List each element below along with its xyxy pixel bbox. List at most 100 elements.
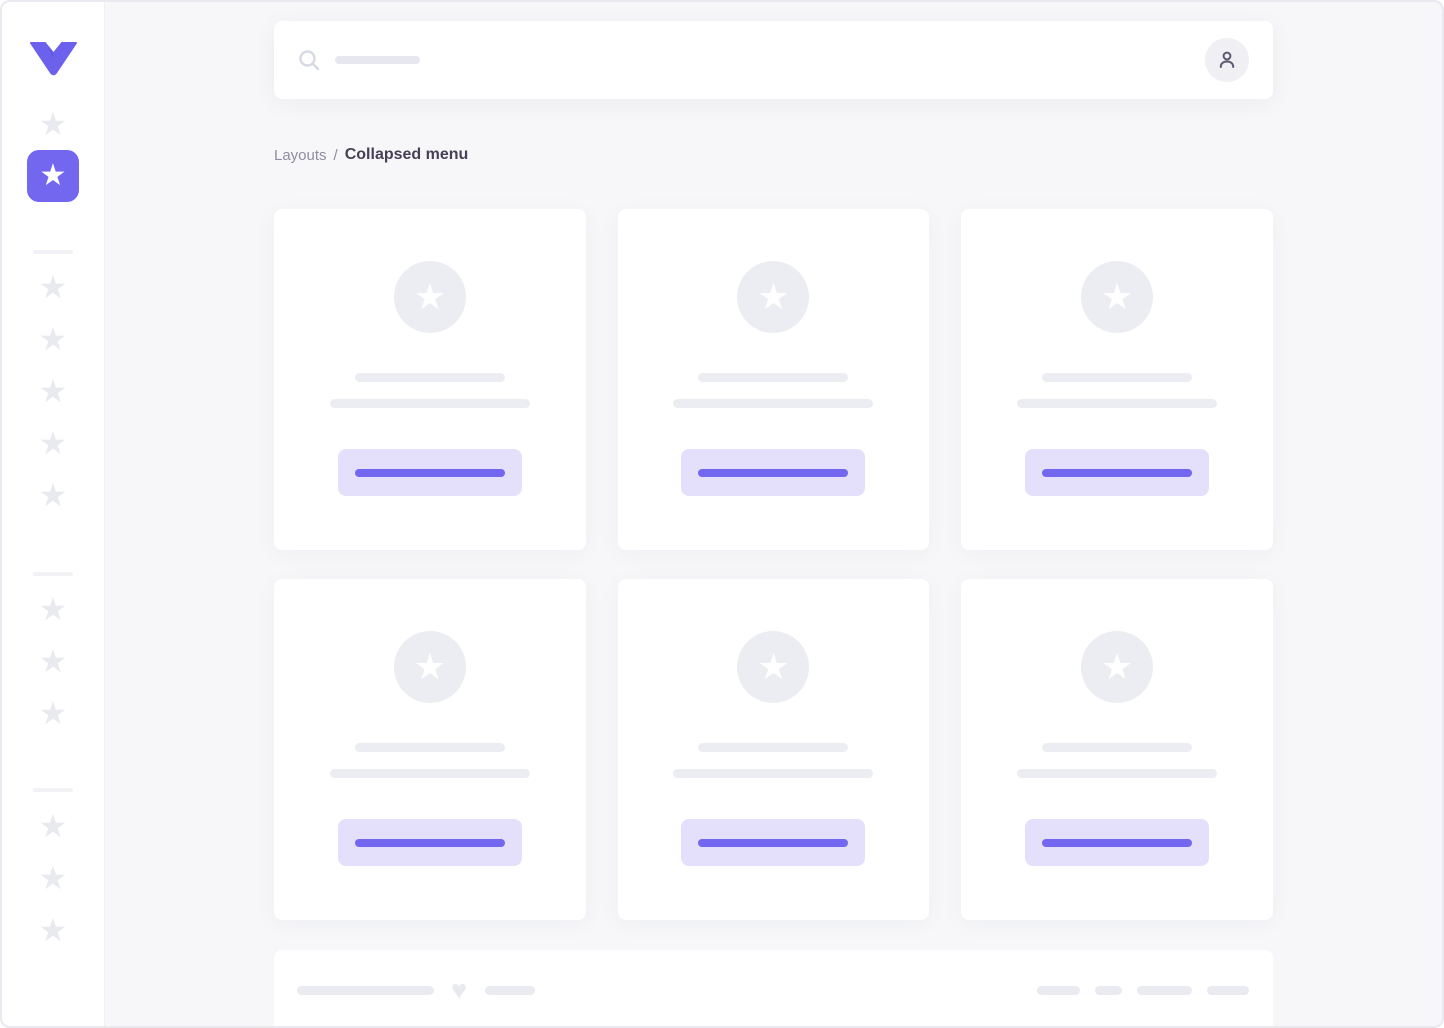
button-label-placeholder (698, 838, 849, 847)
search-placeholder (335, 56, 420, 64)
sidebar-group-top: ★ ★ (27, 98, 79, 202)
star-icon: ★ (38, 643, 68, 679)
card-text-placeholder (673, 399, 874, 408)
button-label-placeholder (354, 468, 505, 477)
star-icon: ★ (38, 106, 68, 142)
breadcrumb: Layouts / Collapsed menu (274, 146, 1273, 164)
sidebar-item[interactable]: ★ (27, 852, 79, 904)
card-title-placeholder (354, 743, 505, 752)
breadcrumb-parent[interactable]: Layouts (274, 146, 327, 164)
card-image-placeholder: ★ (393, 261, 466, 333)
star-icon: ★ (38, 269, 68, 305)
button-label-placeholder (1042, 468, 1193, 477)
footer-link-placeholder (1207, 985, 1249, 995)
sidebar-item[interactable]: ★ (27, 904, 79, 956)
card: ★ (617, 209, 930, 550)
star-icon: ★ (757, 646, 790, 687)
sidebar-item[interactable]: ★ (27, 800, 79, 852)
star-icon: ★ (38, 425, 68, 461)
sidebar-group-3: ★ ★ ★ (27, 583, 79, 739)
card-image-placeholder: ★ (737, 631, 810, 703)
card-text-placeholder (1017, 399, 1218, 408)
card: ★ (617, 579, 930, 920)
v-logo-icon (29, 42, 77, 76)
footer-text-placeholder (297, 985, 434, 995)
star-icon: ★ (38, 373, 68, 409)
card-image-placeholder: ★ (393, 631, 466, 703)
star-icon: ★ (38, 477, 68, 513)
breadcrumb-separator: / (333, 146, 338, 164)
sidebar-item[interactable]: ★ (27, 469, 79, 521)
footer-link-placeholder (1095, 985, 1122, 995)
card-image-placeholder: ★ (1081, 261, 1154, 333)
sidebar-item[interactable]: ★ (27, 687, 79, 739)
star-icon: ★ (413, 646, 446, 687)
card: ★ (961, 209, 1273, 550)
star-icon: ★ (38, 321, 68, 357)
app-logo[interactable] (29, 42, 77, 76)
sidebar: ★ ★ ★ ★ ★ ★ ★ ★ ★ ★ ★ ★ ★ (2, 2, 105, 1026)
card-text-placeholder (673, 769, 874, 778)
card-title-placeholder (698, 373, 849, 382)
star-icon: ★ (413, 276, 446, 317)
user-icon (1219, 51, 1235, 68)
card-action-button[interactable] (681, 449, 866, 496)
sidebar-item-active[interactable]: ★ (27, 150, 79, 202)
card: ★ (274, 579, 586, 920)
card-image-placeholder: ★ (737, 261, 810, 333)
sidebar-item[interactable]: ★ (27, 635, 79, 687)
star-icon: ★ (38, 808, 68, 844)
footer-link-placeholder (1137, 985, 1192, 995)
card-action-button[interactable] (681, 819, 866, 866)
star-icon: ★ (38, 695, 68, 731)
star-icon: ★ (39, 159, 67, 192)
card-action-button[interactable] (337, 819, 522, 866)
sidebar-item[interactable]: ★ (27, 98, 79, 150)
sidebar-item[interactable]: ★ (27, 365, 79, 417)
card-text-placeholder (329, 769, 530, 778)
star-icon: ★ (38, 912, 68, 948)
star-icon: ★ (757, 276, 790, 317)
card-title-placeholder (1042, 743, 1193, 752)
sidebar-item[interactable]: ★ (27, 417, 79, 469)
sidebar-item[interactable]: ★ (27, 261, 79, 313)
card-action-button[interactable] (1025, 819, 1210, 866)
search-icon[interactable] (298, 49, 320, 71)
heart-icon: ♥ (451, 975, 468, 1005)
card-grid: ★ ★ (274, 209, 1273, 920)
footer-text-placeholder (485, 985, 536, 995)
footer-left: ♥ (297, 975, 536, 1005)
main-content: Layouts / Collapsed menu ★ (105, 2, 1442, 1026)
star-icon: ★ (38, 860, 68, 896)
sidebar-item[interactable]: ★ (27, 583, 79, 635)
card-title-placeholder (698, 743, 849, 752)
card-title-placeholder (354, 373, 505, 382)
card-text-placeholder (329, 399, 530, 408)
sidebar-item[interactable]: ★ (27, 313, 79, 365)
sidebar-divider (33, 788, 73, 792)
card: ★ (961, 579, 1273, 920)
sidebar-group-4: ★ ★ ★ (27, 800, 79, 956)
user-avatar-button[interactable] (1205, 38, 1249, 82)
card-image-placeholder: ★ (1081, 631, 1154, 703)
sidebar-group-2: ★ ★ ★ ★ ★ (27, 261, 79, 521)
breadcrumb-current: Collapsed menu (344, 146, 469, 163)
star-icon: ★ (1101, 646, 1134, 687)
footer-bar: ♥ (274, 950, 1273, 1026)
sidebar-divider (33, 572, 73, 576)
button-label-placeholder (1042, 838, 1193, 847)
star-icon: ★ (1101, 276, 1134, 317)
search-bar[interactable] (274, 21, 1273, 99)
card-text-placeholder (1017, 769, 1218, 778)
card-title-placeholder (1042, 373, 1193, 382)
sidebar-divider (33, 250, 73, 254)
footer-right (1037, 981, 1249, 999)
footer-link-placeholder (1037, 985, 1080, 995)
button-label-placeholder (354, 838, 505, 847)
card-action-button[interactable] (1025, 449, 1210, 496)
star-icon: ★ (38, 591, 68, 627)
card: ★ (274, 209, 586, 550)
button-label-placeholder (698, 468, 849, 477)
card-action-button[interactable] (337, 449, 522, 496)
